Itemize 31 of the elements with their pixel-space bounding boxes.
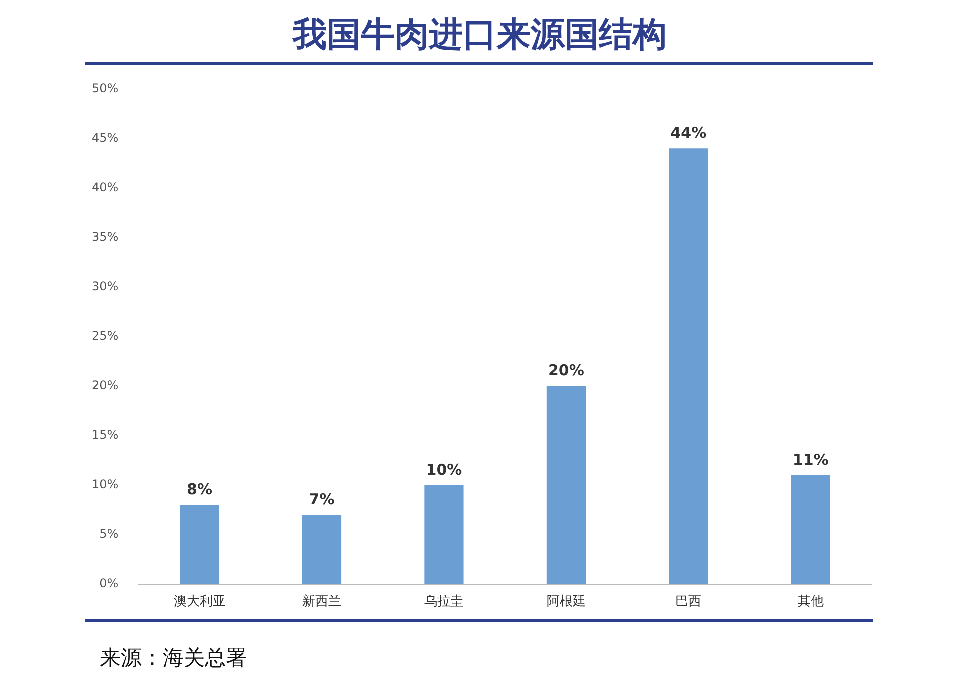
y-tick-label: 10% [92,477,119,492]
chart-title: 我国牛肉进口来源国结构 [292,14,668,57]
y-tick-label: 40% [92,180,119,194]
data-label: 11% [792,450,829,469]
bar [546,386,586,584]
x-tick-label: 巴西 [676,594,702,610]
bar [302,515,342,584]
y-tick-label: 50% [92,81,119,96]
y-tick-label: 5% [100,527,119,542]
x-tick-label: 乌拉圭 [424,594,464,610]
source-note: 来源：海关总署 [100,645,247,672]
x-tick-label: 澳大利亚 [174,594,226,610]
bar [669,148,708,584]
data-label: 20% [548,362,584,380]
x-tick-label: 阿根廷 [546,594,586,610]
y-tick-label: 0% [100,576,119,591]
x-tick-label: 其他 [798,594,824,610]
data-label: 10% [426,460,462,479]
data-label: 44% [670,124,707,142]
bar [180,505,220,584]
data-label: 8% [187,480,213,499]
y-tick-label: 25% [92,328,119,343]
x-tick-label: 新西兰 [302,594,342,610]
y-tick-label: 45% [92,130,119,145]
y-tick-label: 30% [92,279,119,294]
y-tick-label: 35% [92,230,119,244]
bar [424,485,464,584]
bar [791,475,830,584]
data-label: 7% [309,490,335,508]
y-tick-label: 20% [92,378,119,392]
y-tick-label: 15% [92,428,119,442]
